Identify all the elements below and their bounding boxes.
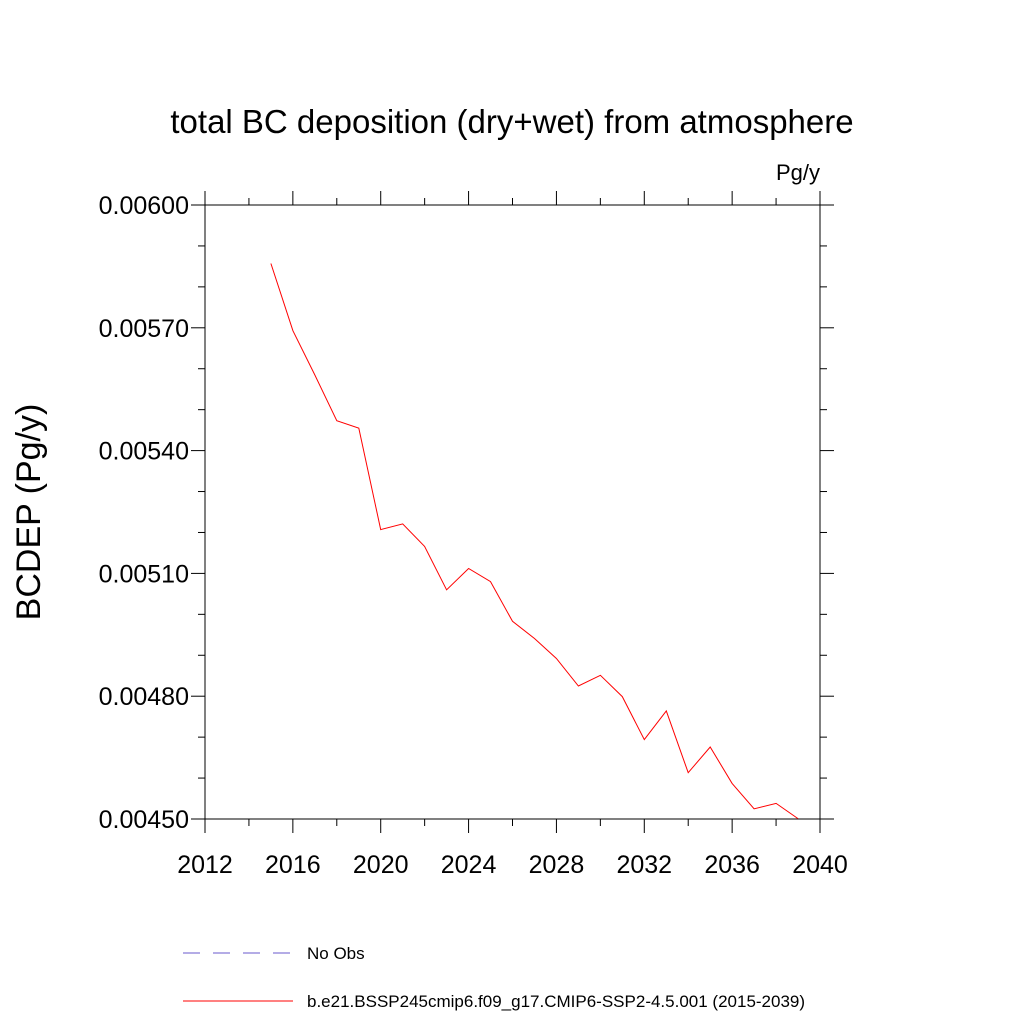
units-label: Pg/y <box>776 160 820 185</box>
series-line <box>270 263 799 820</box>
legend-label: b.e21.BSSP245cmip6.f09_g17.CMIP6-SSP2-4.… <box>307 992 805 1011</box>
x-axis-ticks: 2012 2016 2020 2024 2028 2032 2036 2040 <box>177 191 848 879</box>
y-tick-label: 0.00600 <box>99 192 189 220</box>
x-tick-label: 2020 <box>353 851 409 879</box>
plot-frame <box>204 204 821 820</box>
series-layer <box>270 263 799 820</box>
y-axis-ticks: 0.00450 0.00480 0.00510 0.00540 0.00570 0.006… <box>99 192 834 834</box>
x-tick-label: 2016 <box>265 851 321 879</box>
y-tick-label: 0.00540 <box>99 438 189 466</box>
x-tick-label: 2024 <box>441 851 497 879</box>
y-axis-title: BCDEP (Pg/y) <box>10 404 48 621</box>
x-tick-label: 2032 <box>616 851 672 879</box>
y-tick-label: 0.00480 <box>99 683 189 711</box>
x-tick-label: 2012 <box>177 851 233 879</box>
y-tick-label: 0.00570 <box>99 315 189 343</box>
legend-label: No Obs <box>307 944 365 963</box>
x-tick-label: 2036 <box>704 851 760 879</box>
legend: No Obs b.e21.BSSP245cmip6.f09_g17.CMIP6-S… <box>183 944 805 1011</box>
y-tick-label: 0.00450 <box>99 806 189 834</box>
x-tick-label: 2028 <box>529 851 585 879</box>
chart-title: total BC deposition (dry+wet) from atmos… <box>170 103 853 140</box>
x-tick-label: 2040 <box>792 851 848 879</box>
y-tick-label: 0.00510 <box>99 560 189 588</box>
